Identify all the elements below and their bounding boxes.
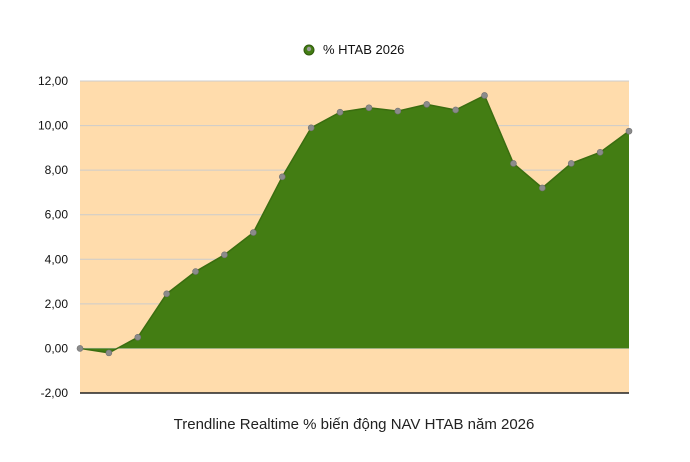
data-point (365, 104, 373, 112)
area-layer (76, 92, 633, 357)
data-point (76, 345, 84, 352)
y-tick-label: 12,00 (38, 74, 68, 88)
x-axis-label: Trendline Realtime % biến động NAV HTAB … (174, 416, 535, 433)
data-point (278, 173, 286, 181)
data-point (510, 160, 517, 167)
y-tick-label: 10,00 (38, 119, 68, 133)
data-point (481, 92, 488, 99)
y-axis-ticks: -2,00 0,00 2,00 4,00 6,00 8,00 10,00 12,00 (38, 74, 68, 400)
legend-marker-dot (306, 46, 312, 52)
data-point (163, 290, 170, 298)
data-point (452, 106, 459, 114)
data-point (221, 251, 228, 259)
data-point (336, 108, 344, 116)
data-point (596, 149, 604, 156)
legend-label: % HTAB 2026 (323, 42, 404, 57)
y-tick-label: 8,00 (45, 163, 69, 177)
data-point (539, 184, 546, 192)
series-line (79, 94, 630, 354)
y-tick-label: 0,00 (45, 341, 69, 355)
y-tick-label: 6,00 (45, 208, 69, 222)
data-point (105, 349, 113, 357)
y-tick-label: -2,00 (41, 386, 69, 400)
data-point (625, 127, 633, 135)
y-tick-label: 4,00 (45, 252, 69, 266)
y-tick-label: 2,00 (45, 297, 69, 311)
data-point (423, 101, 431, 108)
series-area (80, 95, 629, 353)
legend: % HTAB 2026 (303, 42, 404, 57)
data-point (134, 333, 142, 341)
data-point (394, 107, 402, 115)
data-point (250, 229, 257, 236)
data-point (307, 124, 315, 132)
data-point (567, 160, 575, 167)
data-point (192, 268, 199, 275)
